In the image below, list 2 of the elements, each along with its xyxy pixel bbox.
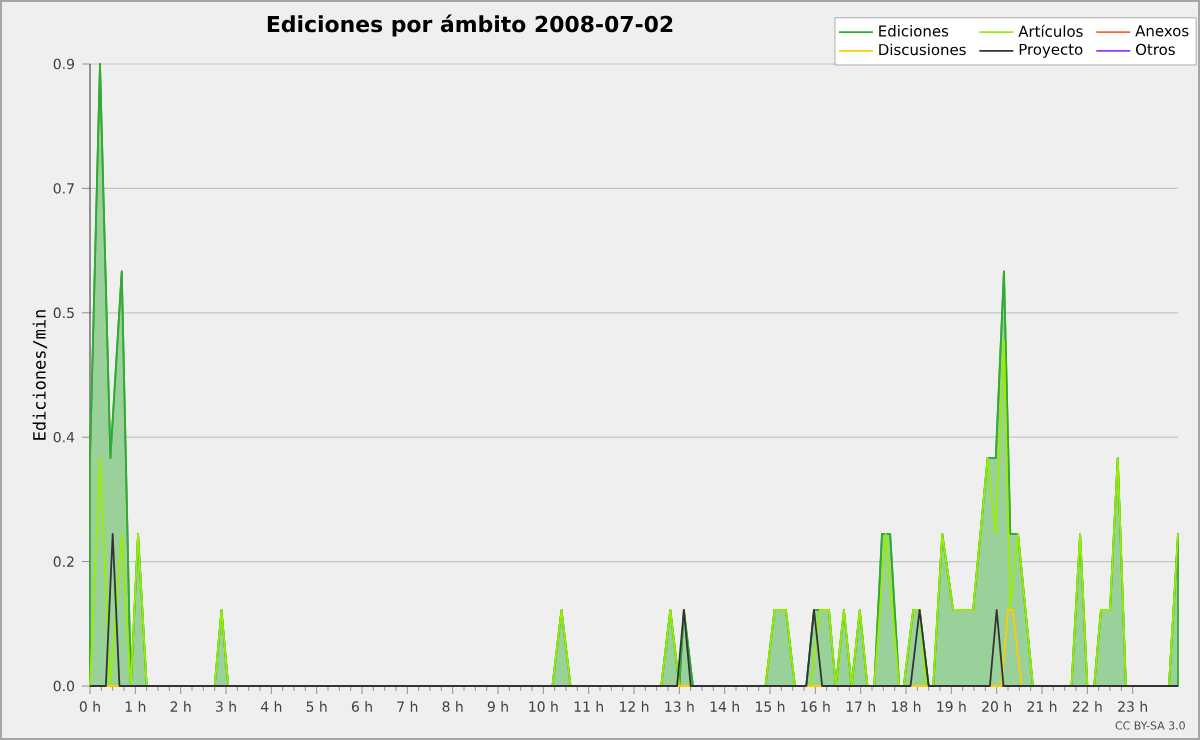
chart-title: Ediciones por ámbito 2008-07-02 [267,14,673,37]
y-axis-title: Ediciones/min [32,310,48,440]
